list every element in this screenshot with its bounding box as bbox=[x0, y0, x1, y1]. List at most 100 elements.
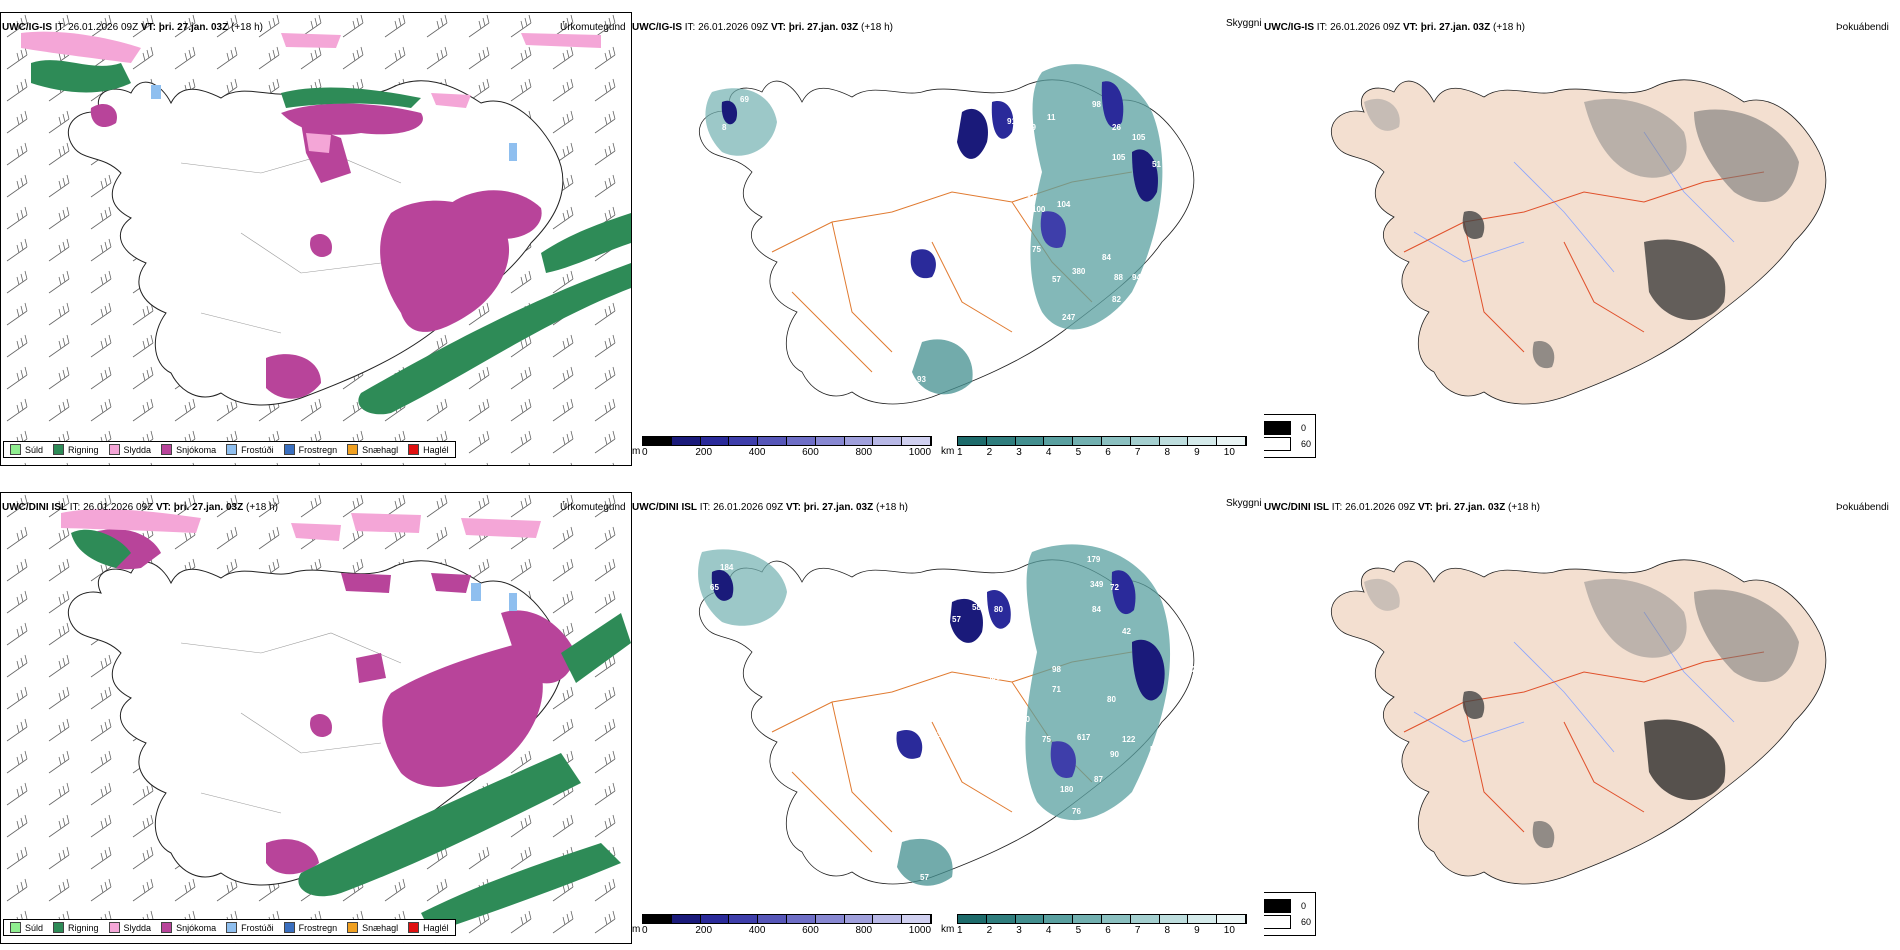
cloud-base-label: 75 bbox=[1042, 735, 1051, 744]
colorbar-swatch bbox=[671, 915, 701, 923]
cloud-base-label: 46 bbox=[1062, 335, 1071, 344]
colorbar-tick-label: 8 bbox=[1164, 447, 1171, 458]
cloud-base-label: 59 bbox=[1150, 745, 1159, 754]
it-value: 26.01.2026 09Z bbox=[713, 502, 784, 513]
legend-item: Súld bbox=[10, 922, 43, 933]
colorbar-tick-label: 600 bbox=[802, 925, 819, 936]
cloud-base-label: 83 bbox=[932, 730, 941, 739]
cloud-base-label: 349 bbox=[1090, 580, 1104, 589]
cloud-base-label: 105 bbox=[1132, 133, 1146, 142]
fog-swatch-black bbox=[1264, 421, 1291, 435]
colorbar-tick-label: 800 bbox=[855, 447, 873, 458]
legend-label: Rigning bbox=[68, 922, 99, 933]
colorbar-tick-label: 6 bbox=[1105, 925, 1111, 936]
colorbar-tick-label: 1 bbox=[957, 925, 963, 936]
legend-label: Frostúði bbox=[241, 444, 274, 455]
colorbar-swatch bbox=[902, 915, 931, 923]
colorbar-tick-label: 8 bbox=[1164, 925, 1171, 936]
cloud-base-label: 82 bbox=[1002, 183, 1011, 192]
colorbar-tick-label: 10 bbox=[1223, 447, 1235, 458]
model-name: UWC/DINI ISL bbox=[632, 502, 697, 513]
cloud-base-label: 90 bbox=[1110, 750, 1119, 759]
fog-panel-row2: 0 60 bbox=[1264, 492, 1900, 942]
fog-legend-label: 0 bbox=[1301, 423, 1307, 433]
fog-legend-row: 0 bbox=[1264, 899, 1311, 913]
lead-time: (+18 h) bbox=[876, 502, 908, 513]
legend-item: Snæhagl bbox=[347, 444, 398, 455]
colorbar-tick-label: 200 bbox=[695, 925, 713, 936]
cloud-base-label: 20 bbox=[1192, 665, 1201, 674]
cloud-base-label: 84 bbox=[1092, 605, 1101, 614]
colorbar-tick-label: 400 bbox=[748, 447, 766, 458]
legend-swatch-snow bbox=[161, 922, 173, 933]
cloud-base-label: 102 bbox=[1007, 635, 1021, 644]
colorbar-swatch bbox=[1130, 437, 1160, 445]
cloud-base-label: 74 bbox=[957, 260, 966, 269]
fog-swatch-white bbox=[1264, 915, 1291, 929]
fog-map bbox=[1331, 559, 1827, 885]
it-label: IT: bbox=[1331, 502, 1343, 513]
legend-item: Snæhagl bbox=[347, 922, 398, 933]
cloud-base-label: 617 bbox=[1077, 733, 1091, 742]
colorbar-unit: km bbox=[941, 924, 955, 935]
lead-time: (+18 h) bbox=[231, 22, 263, 33]
legend-item: Súld bbox=[10, 444, 43, 455]
colorbar-tick-label: 1 bbox=[957, 447, 963, 458]
colorbar-tick-label: 1000 bbox=[908, 447, 932, 458]
cloud-base-label: 84 bbox=[1102, 253, 1111, 262]
cloud-base-label: 108 bbox=[1162, 205, 1176, 214]
colorbar-tick-label: 0 bbox=[642, 925, 648, 936]
vt-label: VT: bbox=[155, 502, 171, 513]
legend-item: Slydda bbox=[108, 444, 151, 455]
cloud-base-label: 70 bbox=[982, 643, 991, 652]
it-label: IT: bbox=[1316, 22, 1328, 33]
it-label: IT: bbox=[684, 22, 696, 33]
colorbar-swatch bbox=[986, 437, 1016, 445]
cloud-base-label: 80 bbox=[994, 605, 1003, 614]
cloud-base-label: 57 bbox=[920, 873, 929, 882]
colorbar-swatch bbox=[1188, 437, 1218, 445]
legend-label: Haglél bbox=[423, 444, 449, 455]
cloud-base-label: 91 bbox=[1007, 117, 1016, 126]
cloud-base-label: 72 bbox=[1110, 583, 1119, 592]
legend-label: Snjókoma bbox=[176, 922, 217, 933]
colorbar-swatch bbox=[986, 915, 1016, 923]
fog-legend: 0 60 bbox=[1264, 414, 1317, 458]
cloud-base-label: 26 bbox=[1112, 123, 1121, 132]
colorbar-tick-label: 10 bbox=[1223, 925, 1235, 936]
colorbar-swatch bbox=[1044, 437, 1074, 445]
legend-label: Haglél bbox=[423, 922, 449, 933]
legend-item: Haglél bbox=[408, 444, 449, 455]
sky-map: 179 349 72 84 42 57 58 80 102 70 201 506 98 71 80 110 75… bbox=[698, 544, 1201, 886]
cloud-base-label: 33 bbox=[930, 400, 939, 409]
colorbar-swatch bbox=[643, 915, 672, 923]
panel-title: UWC/IG-IS IT: 26.01.2026 09Z VT: þri. 27… bbox=[632, 22, 893, 33]
colorbar-tick-label: 1000 bbox=[908, 925, 932, 936]
colorbar-tick-label: 0 bbox=[642, 447, 648, 458]
cloud-base-label: 51 bbox=[1152, 160, 1161, 169]
cloud-base-label: 76 bbox=[1072, 807, 1081, 816]
colorbar-tick-label: 200 bbox=[695, 447, 713, 458]
colorbar-unit: m bbox=[632, 924, 641, 935]
vt-label: VT: bbox=[140, 22, 156, 33]
colorbar-tick-label: 5 bbox=[1075, 447, 1082, 458]
vt-value: þri. 27.jan. 03Z bbox=[1420, 22, 1491, 33]
legend-swatch-rain bbox=[53, 922, 65, 933]
legend-label: Rigning bbox=[68, 444, 99, 455]
fog-legend: 0 60 bbox=[1264, 892, 1317, 936]
legend-label: Frostregn bbox=[298, 444, 338, 455]
cloud-base-label: 104 bbox=[1057, 200, 1071, 209]
colorbar-swatch bbox=[1217, 915, 1246, 923]
panel-title: UWC/IG-IS IT: 26.01.2026 09Z VT: þri. 27… bbox=[1264, 22, 1525, 33]
precip-panel-row2: Súld Rigning Slydda Snjókoma Frostúði Fr… bbox=[0, 492, 632, 944]
fog-panel-row1: 0 60 bbox=[1264, 12, 1900, 464]
colorbar-swatch bbox=[1101, 915, 1131, 923]
cloud-base-label: 71 bbox=[1052, 685, 1061, 694]
cloud-base-label: 75 bbox=[1032, 245, 1041, 254]
colorbar-swatch bbox=[844, 437, 874, 445]
legend-item: Snjókoma bbox=[161, 444, 216, 455]
panel-variable-name: Skyggni bbox=[1226, 18, 1262, 29]
legend-item: Frostúði bbox=[226, 444, 274, 455]
legend-swatch-freezing-rain bbox=[283, 444, 295, 455]
colorbar-unit: m bbox=[632, 446, 641, 457]
